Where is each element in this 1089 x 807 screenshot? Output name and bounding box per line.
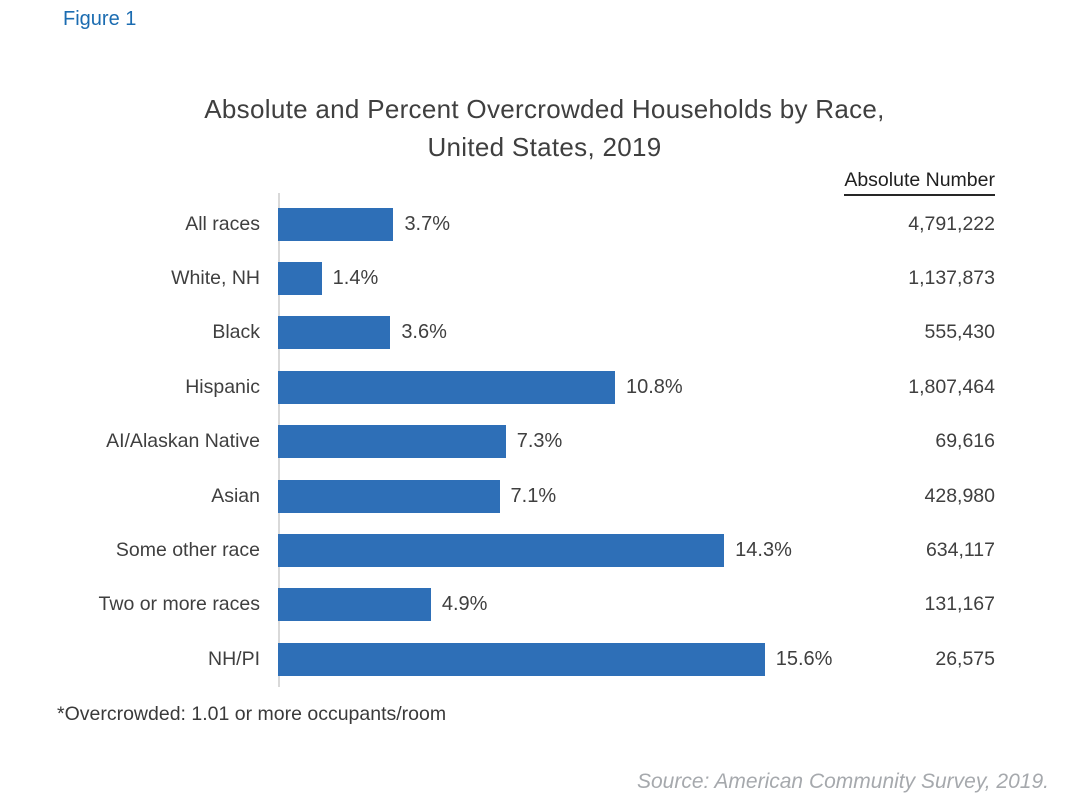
percent-label: 3.7% <box>404 212 451 235</box>
bar <box>278 207 394 241</box>
chart-row: All races 3.7% 4,791,222 <box>55 197 995 251</box>
bar-plot-area: 1.4% <box>278 251 850 305</box>
bar-plot-area: 7.3% <box>278 415 850 469</box>
category-label: Two or more races <box>98 593 260 616</box>
chart-row: White, NH 1.4% 1,137,873 <box>55 251 995 305</box>
bar <box>278 316 391 350</box>
percent-label: 10.8% <box>625 375 683 398</box>
bar <box>278 370 615 404</box>
absolute-number-value: 428,980 <box>924 484 996 507</box>
bar-chart: All races 3.7% 4,791,222 White, NH 1.4% … <box>55 193 995 687</box>
chart-row: Asian 7.1% 428,980 <box>55 469 995 523</box>
absolute-number-value: 131,167 <box>924 593 996 616</box>
bar-plot-area: 10.8% <box>278 360 850 414</box>
chart-rows: All races 3.7% 4,791,222 White, NH 1.4% … <box>55 197 995 687</box>
bar <box>278 588 431 622</box>
percent-label: 7.3% <box>516 430 563 453</box>
bar <box>278 479 500 513</box>
percent-label: 14.3% <box>735 539 792 562</box>
percent-label: 4.9% <box>441 593 488 616</box>
category-label: NH/PI <box>207 647 260 670</box>
bar-plot-area: 14.3% <box>278 523 850 577</box>
bar <box>278 262 322 296</box>
chart-row: Black 3.6% 555,430 <box>55 306 995 360</box>
source-citation: Source: American Community Survey, 2019. <box>636 770 1049 793</box>
chart-row: Hispanic 10.8% 1,807,464 <box>55 360 995 414</box>
category-label: Hispanic <box>185 375 260 398</box>
chart-title-line-1: Absolute and Percent Overcrowded Househo… <box>204 94 885 124</box>
chart-title: Absolute and Percent Overcrowded Househo… <box>0 90 1089 166</box>
bar-plot-area: 3.6% <box>278 306 850 360</box>
absolute-number-value: 4,791,222 <box>908 212 995 235</box>
chart-row: Some other race 14.3% 634,117 <box>55 523 995 577</box>
absolute-number-value: 1,137,873 <box>908 267 995 290</box>
bar <box>278 642 765 676</box>
category-label: Asian <box>211 484 260 507</box>
category-label: AI/Alaskan Native <box>106 430 260 453</box>
bar-plot-area: 3.7% <box>278 197 850 251</box>
chart-title-line-2: United States, 2019 <box>427 132 662 162</box>
bar-plot-area: 15.6% <box>278 632 850 686</box>
absolute-number-value: 26,575 <box>935 647 995 670</box>
percent-label: 3.6% <box>401 321 447 344</box>
category-label: Some other race <box>115 539 260 562</box>
percent-label: 15.6% <box>775 647 833 670</box>
absolute-number-value: 69,616 <box>935 430 995 453</box>
figure-label: Figure 1 <box>63 8 137 30</box>
bar-plot-area: 7.1% <box>278 469 850 523</box>
percent-label: 1.4% <box>332 267 379 290</box>
bar <box>278 534 725 568</box>
category-label: White, NH <box>171 267 260 290</box>
bar-plot-area: 4.9% <box>278 578 850 632</box>
category-label: Black <box>212 321 260 344</box>
absolute-number-column-header: Absolute Number <box>844 169 995 196</box>
chart-row: Two or more races 4.9% 131,167 <box>55 578 995 632</box>
absolute-number-value: 555,430 <box>924 321 996 344</box>
absolute-number-value: 634,117 <box>925 539 995 562</box>
category-label: All races <box>185 212 260 235</box>
chart-row: NH/PI 15.6% 26,575 <box>55 632 995 686</box>
bar <box>278 425 506 459</box>
percent-label: 7.1% <box>510 484 557 507</box>
absolute-number-value: 1,807,464 <box>908 375 995 398</box>
chart-row: AI/Alaskan Native 7.3% 69,616 <box>55 415 995 469</box>
footnote: *Overcrowded: 1.01 or more occupants/roo… <box>57 703 447 725</box>
